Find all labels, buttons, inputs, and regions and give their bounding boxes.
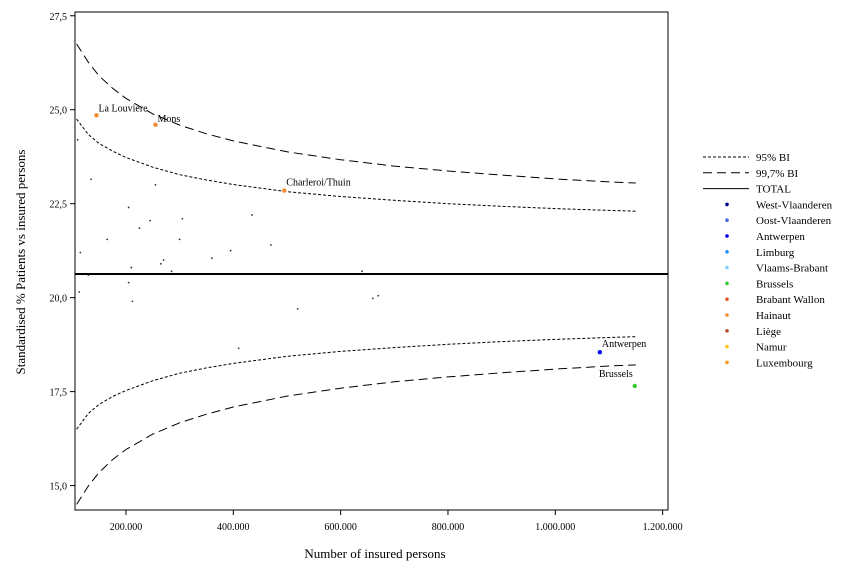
legend-marker [725,218,729,222]
data-point [229,249,232,252]
data-point [178,238,181,241]
x-tick-label: 1.200.000 [643,522,683,533]
point-label: La Louvière [98,103,148,114]
ci-997-upper-curve [76,43,636,184]
legend-label: Hainaut [756,310,791,322]
data-point [131,300,134,303]
plot-frame [74,11,669,511]
highlighted-point [282,188,287,193]
point-label: Brussels [599,369,633,380]
legend-marker [725,250,729,254]
point-label: Charleroi/Thuin [286,178,350,189]
data-point [361,270,364,273]
legend-marker [725,344,729,349]
data-points: La Louvière Mons Charleroi/Thuin Antwerpen B… [76,103,646,389]
legend-label: Vlaams-Brabant [756,263,828,275]
data-point [377,294,380,297]
highlighted-point [597,349,603,355]
legend-marker [725,202,729,207]
data-point [269,244,272,246]
point-label: Mons [157,114,180,125]
ci-95-upper-curve [76,118,636,212]
data-point [237,347,240,350]
y-tick-label: 25,0 [50,106,68,117]
y-tick-label: 20,0 [50,294,68,305]
legend-marker [725,360,729,365]
y-tick-label: 15,0 [50,482,68,493]
data-point [106,238,109,241]
legend-marker [725,329,729,333]
data-point [87,274,90,276]
legend-label: TOTAL [756,184,791,196]
data-point [79,251,82,254]
data-point [78,291,81,293]
x-tick-label: 800.000 [432,522,465,533]
x-tick-label: 400.000 [217,522,250,533]
y-tick-label: 22,5 [50,200,68,211]
data-point [181,217,184,220]
point-label: Antwerpen [602,339,646,350]
legend-label: Brabant Wallon [756,294,825,306]
legend-marker [725,313,729,317]
highlighted-point [153,122,158,127]
y-axis-label: Standardised % Patients vs insured perso… [13,150,28,375]
legend: 95% BI 99,7% BI TOTAL West-Vlaanderen Oost-V… [703,152,833,369]
legend-label: West-Vlaanderen [756,199,833,211]
legend-marker [725,281,729,286]
data-point [170,270,173,273]
data-point [127,281,130,284]
data-point [371,297,374,300]
ci-997-lower-curve [76,364,636,505]
x-tick-label: 600.000 [324,522,357,533]
legend-label: Brussels [756,278,793,290]
legend-label: Limburg [756,247,795,259]
x-tick-label: 200.000 [110,522,143,533]
data-point [159,262,162,265]
highlighted-point [94,113,99,118]
legend-marker [725,297,729,302]
legend-label: Liège [756,326,781,338]
x-tick-label: 1.000.000 [535,522,575,533]
legend-marker [725,234,729,238]
y-tick-label: 27,5 [50,12,68,23]
x-axis-label: Number of insured persons [304,546,445,561]
data-point [210,257,213,260]
data-point [154,183,157,186]
x-axis: 200.000 400.000 600.000 800.000 1.000.000 1.2… [110,510,683,533]
data-point [90,178,92,181]
highlighted-point [632,383,637,389]
data-point [138,227,141,230]
y-tick-label: 17,5 [50,388,68,399]
data-point [149,219,152,222]
legend-label: Antwerpen [756,231,805,243]
legend-label: 95% BI [756,152,790,164]
data-point [251,214,253,216]
legend-label: Oost-Vlaanderen [756,215,832,227]
data-point [127,206,130,209]
data-point [76,138,79,141]
legend-label: Luxembourg [756,357,813,369]
data-point [296,308,299,310]
data-point [162,259,165,261]
legend-marker [725,265,729,270]
confidence-interval-curves [76,43,636,505]
legend-label: 99,7% BI [756,168,799,180]
ci-95-lower-curve [76,336,636,430]
data-point [130,266,133,269]
legend-label: Namur [756,342,787,354]
y-axis: 15,0 17,5 20,0 22,5 25,0 27,5 [50,12,75,493]
